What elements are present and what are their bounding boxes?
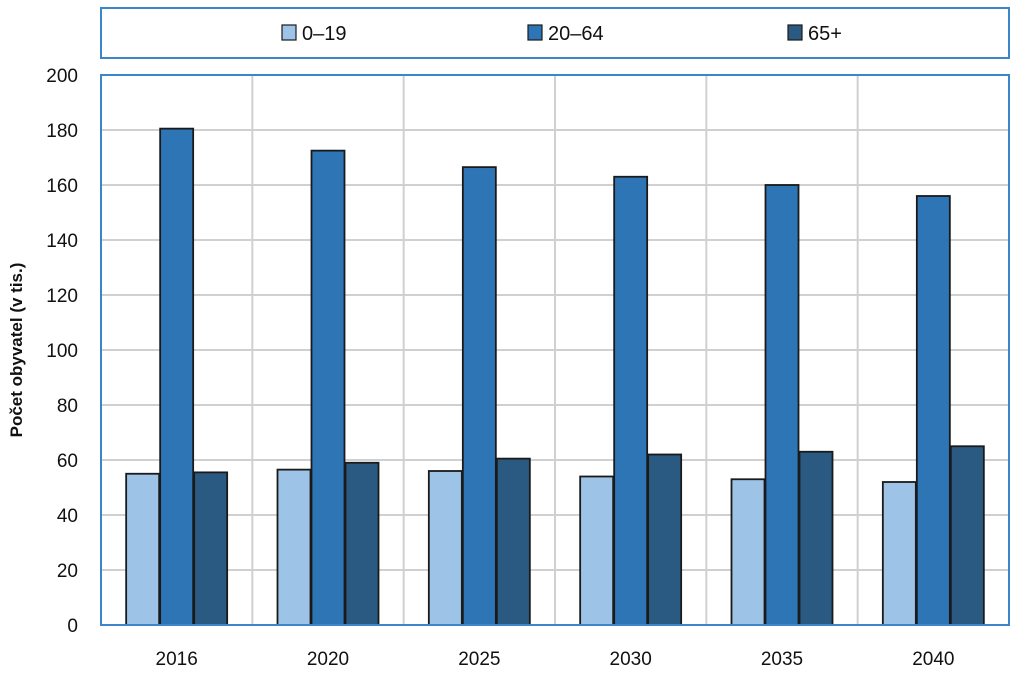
x-tick-label: 2020 (307, 649, 349, 670)
bars (125, 127, 985, 626)
bar-65+-2030 (647, 453, 683, 626)
legend-label: 20–64 (548, 23, 604, 45)
bar-0-19-2030 (579, 475, 615, 626)
y-tick-label: 100 (46, 341, 78, 362)
y-tick-label: 160 (46, 176, 78, 197)
bar-20-64-2035 (764, 184, 800, 626)
x-tick-label: 2025 (458, 649, 500, 670)
bar-20-64-2016 (159, 127, 195, 626)
y-tick-label: 60 (57, 451, 78, 472)
y-axis-label: Počet obyvatel (v tis.) (7, 263, 26, 438)
y-tick-label: 140 (46, 231, 78, 252)
y-tick-label: 20 (57, 561, 78, 582)
legend-swatch (281, 24, 297, 41)
bar-20-64-2025 (461, 166, 497, 626)
bar-65+-2025 (495, 457, 531, 626)
y-tick-label: 200 (46, 66, 78, 87)
bar-65+-2016 (193, 471, 229, 626)
bar-0-19-2016 (125, 472, 161, 626)
x-tick-label: 2040 (912, 649, 954, 670)
legend-swatch (787, 24, 803, 41)
legend-label: 0–19 (302, 23, 347, 45)
legend-label: 65+ (808, 23, 842, 45)
x-tick-label: 2035 (761, 649, 803, 670)
bar-65+-2040 (949, 445, 985, 626)
y-tick-label: 180 (46, 121, 78, 142)
bar-0-19-2035 (730, 478, 766, 626)
legend-swatch (527, 24, 543, 41)
y-tick-label: 120 (46, 286, 78, 307)
legend-box (100, 7, 1010, 59)
y-tick-labels: 0 20 40 60 80 100 120 140 160 180 200 (46, 66, 78, 637)
bar-20-64-2040 (915, 195, 951, 626)
bar-65+-2020 (344, 461, 380, 626)
y-tick-label: 80 (57, 396, 78, 417)
legend: 0–19 20–64 65+ (281, 23, 842, 45)
bar-0-19-2040 (881, 481, 917, 626)
bar-0-19-2025 (427, 470, 463, 626)
y-tick-label: 40 (57, 506, 78, 527)
x-tick-label: 2030 (610, 649, 652, 670)
bar-0-19-2020 (276, 468, 312, 626)
x-tick-label: 2016 (156, 649, 198, 670)
y-tick-label: 0 (67, 616, 78, 637)
plot-area-border (100, 74, 1010, 626)
x-tick-labels: 2016 2020 2025 2030 2035 2040 (156, 649, 955, 670)
bar-20-64-2030 (613, 175, 649, 626)
bar-65+-2035 (798, 450, 834, 626)
gridlines (101, 75, 1009, 625)
bar-20-64-2020 (310, 149, 346, 626)
